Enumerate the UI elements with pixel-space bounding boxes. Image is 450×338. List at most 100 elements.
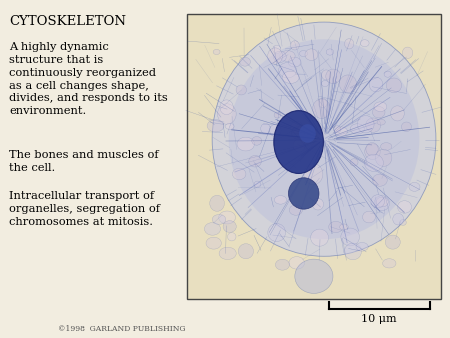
Ellipse shape	[326, 69, 341, 84]
Ellipse shape	[236, 85, 247, 95]
Ellipse shape	[312, 198, 324, 210]
FancyBboxPatch shape	[187, 14, 441, 299]
Ellipse shape	[223, 221, 236, 233]
Ellipse shape	[409, 183, 420, 191]
Ellipse shape	[328, 221, 343, 233]
Ellipse shape	[239, 57, 251, 66]
Ellipse shape	[334, 126, 341, 133]
Ellipse shape	[374, 102, 387, 112]
Ellipse shape	[238, 244, 253, 259]
Ellipse shape	[374, 196, 390, 211]
Text: Intracellular transport of
organelles, segregation of
chromosomes at mitosis.: Intracellular transport of organelles, s…	[9, 191, 160, 226]
Ellipse shape	[217, 104, 236, 124]
Ellipse shape	[375, 149, 392, 166]
Ellipse shape	[232, 168, 246, 180]
Ellipse shape	[371, 195, 385, 208]
Ellipse shape	[318, 98, 327, 107]
Ellipse shape	[376, 197, 388, 207]
Ellipse shape	[391, 106, 404, 121]
Ellipse shape	[249, 155, 261, 167]
Ellipse shape	[252, 137, 262, 145]
Ellipse shape	[322, 70, 331, 80]
Ellipse shape	[207, 120, 224, 132]
Ellipse shape	[382, 259, 396, 268]
Ellipse shape	[369, 77, 383, 92]
Ellipse shape	[341, 228, 360, 246]
Ellipse shape	[212, 22, 436, 256]
Ellipse shape	[304, 164, 323, 185]
Ellipse shape	[220, 100, 233, 115]
Ellipse shape	[213, 49, 220, 54]
Ellipse shape	[274, 112, 281, 118]
Ellipse shape	[305, 49, 318, 61]
Ellipse shape	[229, 39, 419, 239]
Ellipse shape	[402, 47, 413, 58]
Ellipse shape	[340, 224, 348, 230]
Ellipse shape	[339, 75, 356, 93]
Ellipse shape	[299, 51, 307, 56]
Ellipse shape	[280, 51, 295, 61]
Ellipse shape	[377, 119, 385, 125]
Ellipse shape	[400, 220, 406, 225]
Ellipse shape	[219, 247, 236, 260]
Ellipse shape	[350, 159, 358, 166]
Ellipse shape	[373, 106, 385, 118]
Ellipse shape	[225, 123, 234, 129]
Ellipse shape	[282, 71, 299, 83]
Ellipse shape	[381, 143, 392, 150]
Ellipse shape	[268, 223, 285, 242]
Ellipse shape	[401, 122, 412, 131]
Ellipse shape	[274, 51, 286, 63]
Ellipse shape	[212, 215, 226, 224]
Ellipse shape	[289, 257, 305, 269]
Ellipse shape	[274, 196, 287, 204]
Ellipse shape	[326, 49, 333, 55]
Ellipse shape	[279, 63, 297, 78]
Text: ©1998  GARLAND PUBLISHING: ©1998 GARLAND PUBLISHING	[58, 325, 185, 333]
Ellipse shape	[261, 123, 270, 134]
Ellipse shape	[345, 39, 354, 49]
Ellipse shape	[293, 139, 305, 152]
Ellipse shape	[366, 118, 381, 132]
Ellipse shape	[291, 121, 303, 134]
Ellipse shape	[288, 178, 319, 209]
Ellipse shape	[254, 181, 261, 188]
Ellipse shape	[288, 57, 301, 67]
Ellipse shape	[386, 78, 402, 93]
Ellipse shape	[228, 233, 236, 241]
Ellipse shape	[289, 205, 302, 215]
Ellipse shape	[291, 41, 299, 50]
Ellipse shape	[384, 71, 392, 77]
Ellipse shape	[273, 45, 281, 54]
Ellipse shape	[344, 243, 361, 260]
Ellipse shape	[365, 144, 380, 160]
Ellipse shape	[366, 143, 378, 156]
Ellipse shape	[275, 259, 289, 270]
Ellipse shape	[385, 235, 400, 249]
Ellipse shape	[321, 80, 328, 87]
Ellipse shape	[210, 195, 225, 211]
Ellipse shape	[274, 111, 324, 173]
Ellipse shape	[295, 259, 333, 293]
Text: 10 μm: 10 μm	[361, 314, 397, 324]
Ellipse shape	[356, 242, 368, 251]
Ellipse shape	[393, 213, 404, 225]
Ellipse shape	[397, 201, 412, 213]
Ellipse shape	[313, 99, 330, 119]
Ellipse shape	[373, 174, 387, 186]
Text: CYTOSKELETON: CYTOSKELETON	[9, 15, 126, 28]
Ellipse shape	[310, 229, 328, 246]
Ellipse shape	[364, 154, 383, 171]
Ellipse shape	[270, 124, 281, 137]
Ellipse shape	[292, 127, 305, 140]
Text: A highly dynamic
structure that is
continuously reorganized
as a cell changes sh: A highly dynamic structure that is conti…	[9, 42, 168, 116]
Ellipse shape	[357, 116, 374, 133]
Ellipse shape	[204, 222, 220, 235]
Ellipse shape	[206, 237, 221, 249]
Ellipse shape	[350, 124, 365, 134]
Ellipse shape	[334, 127, 347, 136]
Ellipse shape	[360, 40, 369, 47]
Ellipse shape	[237, 137, 254, 151]
Ellipse shape	[299, 124, 316, 143]
Text: The bones and muscles of
the cell.: The bones and muscles of the cell.	[9, 150, 158, 173]
